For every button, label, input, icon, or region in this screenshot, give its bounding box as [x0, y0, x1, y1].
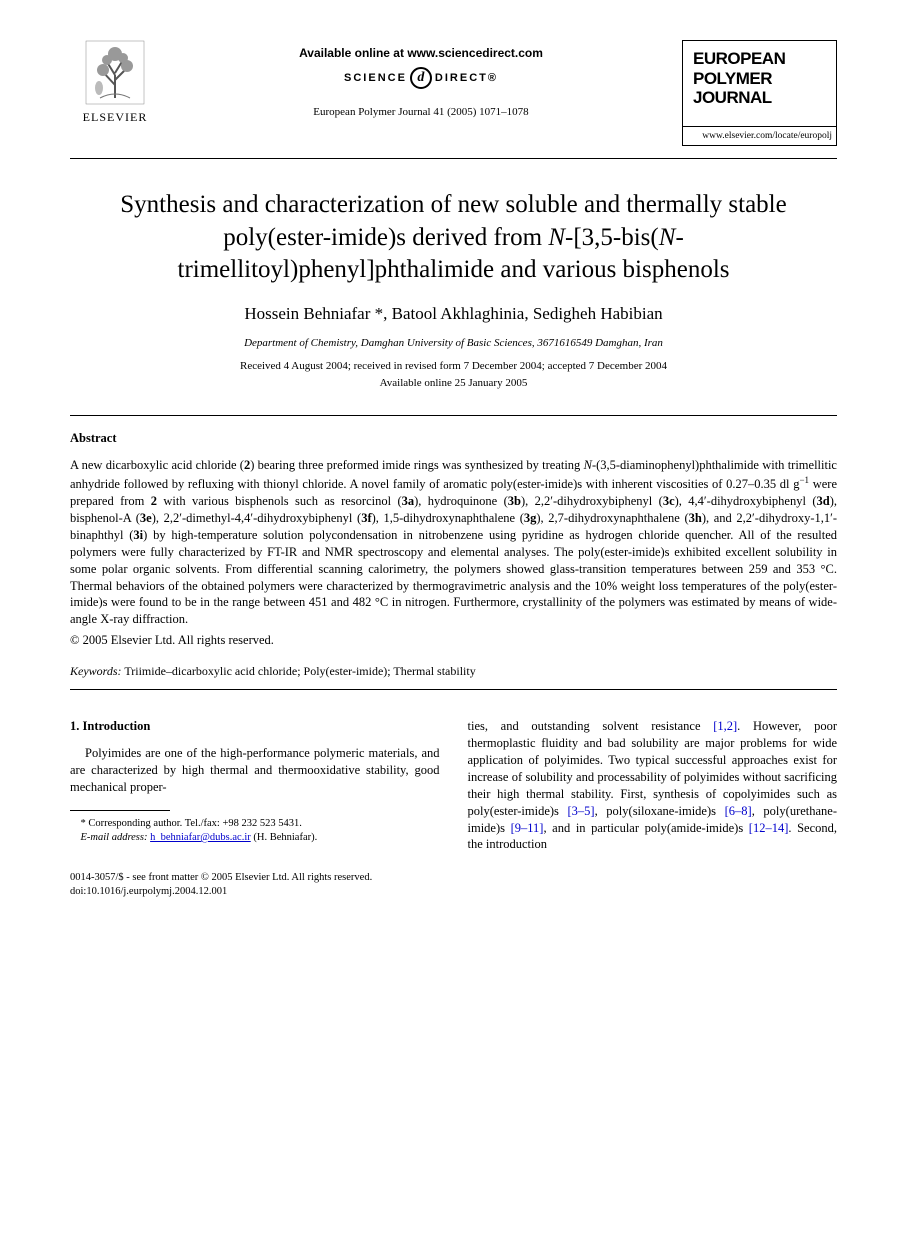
intro-paragraph-col2: ties, and outstanding solvent resistance…: [468, 718, 838, 853]
available-online-text: Available online at www.sciencedirect.co…: [160, 45, 682, 61]
sciencedirect-logo: SCIENCE d DIRECT®: [344, 67, 498, 89]
email-label: E-mail address:: [81, 832, 148, 843]
keywords-text: Triimide–dicarboxylic acid chloride; Pol…: [122, 664, 476, 678]
publisher-block: ELSEVIER: [70, 40, 160, 125]
publisher-name: ELSEVIER: [83, 109, 148, 125]
keywords-line: Keywords: Triimide–dicarboxylic acid chl…: [70, 663, 837, 679]
email-author-suffix: (H. Behniafar).: [251, 832, 317, 843]
abstract-heading: Abstract: [70, 430, 837, 447]
elsevier-tree-icon: [85, 40, 145, 105]
sd-circle-icon: d: [410, 67, 432, 89]
keywords-label: Keywords:: [70, 664, 122, 678]
sd-text-left: SCIENCE: [344, 71, 407, 86]
citation-line: European Polymer Journal 41 (2005) 1071–…: [160, 105, 682, 120]
journal-title-line-3: JOURNAL: [693, 88, 826, 108]
corresponding-author-footnote: * Corresponding author. Tel./fax: +98 23…: [70, 817, 440, 831]
header-rule: [70, 158, 837, 159]
author-list: Hossein Behniafar *, Batool Akhlaghinia,…: [70, 303, 837, 326]
journal-title-box: EUROPEAN POLYMER JOURNAL: [683, 41, 836, 127]
intro-paragraph-col1: Polyimides are one of the high-performan…: [70, 745, 440, 796]
page-header: ELSEVIER Available online at www.science…: [70, 40, 837, 146]
author-email-link[interactable]: h_behniafar@dubs.ac.ir: [150, 832, 251, 843]
journal-box: EUROPEAN POLYMER JOURNAL www.elsevier.co…: [682, 40, 837, 146]
journal-url: www.elsevier.com/locate/europolj: [683, 127, 836, 146]
intro-heading: 1. Introduction: [70, 718, 440, 735]
received-dates: Received 4 August 2004; received in revi…: [70, 359, 837, 374]
online-date: Available online 25 January 2005: [70, 376, 837, 391]
sd-text-right: DIRECT®: [435, 71, 498, 86]
article-title: Synthesis and characterization of new so…: [90, 189, 817, 287]
journal-title-line-1: EUROPEAN: [693, 49, 826, 69]
email-footnote: E-mail address: h_behniafar@dubs.ac.ir (…: [70, 831, 440, 845]
abstract-body: A new dicarboxylic acid chloride (2) bea…: [70, 457, 837, 628]
affiliation: Department of Chemistry, Damghan Univers…: [70, 336, 837, 351]
body-columns: 1. Introduction Polyimides are one of th…: [70, 718, 837, 853]
center-header: Available online at www.sciencedirect.co…: [160, 40, 682, 120]
footnote-rule: [70, 810, 170, 811]
front-matter-line: 0014-3057/$ - see front matter © 2005 El…: [70, 871, 837, 885]
doi-block: 0014-3057/$ - see front matter © 2005 El…: [70, 871, 837, 899]
journal-title-line-2: POLYMER: [693, 69, 826, 89]
doi-line: doi:10.1016/j.eurpolymj.2004.12.001: [70, 885, 837, 899]
abstract-copyright: © 2005 Elsevier Ltd. All rights reserved…: [70, 632, 837, 649]
